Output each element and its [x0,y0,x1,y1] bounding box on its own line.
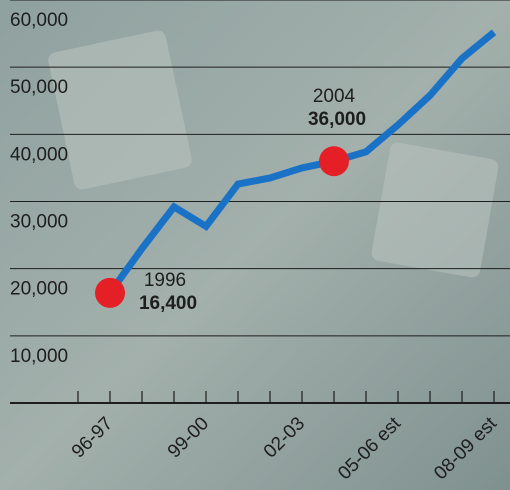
highlight-marker [95,278,125,308]
y-tick-label: 30,000 [10,212,68,233]
annotation-value: 36,000 [308,109,366,130]
annotation-year: 2004 [313,86,356,107]
highlight-marker [319,146,349,176]
chart: 10,00020,00030,00040,00050,00060,00096-9… [0,0,510,490]
y-tick-label: 40,000 [10,144,68,165]
annotation-year: 1996 [144,270,186,291]
y-tick-label: 60,000 [10,10,68,31]
backdrop-shape [370,141,499,278]
annotation-value: 16,400 [139,293,197,314]
y-tick-label: 10,000 [10,346,68,367]
y-tick-label: 20,000 [10,279,68,300]
y-tick-label: 50,000 [10,77,68,98]
